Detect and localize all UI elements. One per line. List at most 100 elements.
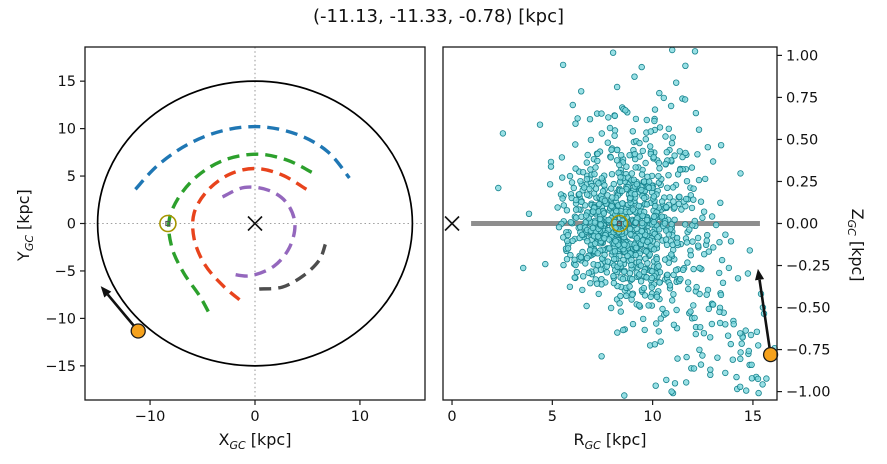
- r-axis-unit: [kpc]: [605, 430, 647, 449]
- scatter-point: [651, 341, 659, 348]
- scatter-point: [678, 206, 685, 213]
- scatter-point: [656, 226, 663, 233]
- scatter-point: [586, 185, 593, 193]
- scatter-point: [650, 153, 657, 161]
- scatter-point: [738, 340, 745, 347]
- scatter-point: [584, 151, 591, 159]
- y-axis-label-xy-panel: YGC [kpc]: [14, 160, 36, 290]
- scatter-point: [643, 201, 651, 208]
- scatter-point: [695, 242, 702, 249]
- x-axis-unit: [kpc]: [250, 430, 292, 449]
- galactic-center-x-marker: [444, 215, 460, 232]
- scatter-point: [606, 245, 613, 252]
- scatter-point: [638, 63, 645, 71]
- scatter-point: [653, 320, 660, 327]
- scatter-point: [554, 204, 561, 211]
- scatter-point: [641, 292, 649, 299]
- scatter-point: [628, 275, 636, 283]
- scatter-point: [657, 315, 664, 322]
- y-axis-label-rz-panel: ZGC [kpc]: [845, 180, 867, 310]
- scatter-point: [671, 380, 679, 387]
- scatter-point: [744, 270, 752, 277]
- scatter-point: [573, 268, 580, 276]
- scatter-point: [692, 109, 700, 117]
- scatter-point: [568, 179, 576, 186]
- scatter-point: [717, 141, 725, 149]
- scatter-point: [705, 248, 712, 255]
- scatter-point: [676, 193, 683, 200]
- tick-label: 10: [58, 122, 76, 138]
- scatter-point: [595, 290, 602, 298]
- scatter-point: [702, 175, 709, 183]
- tick-label: 15: [58, 74, 76, 90]
- scatter-point: [632, 115, 640, 123]
- scatter-point: [572, 214, 580, 221]
- scatter-point: [689, 238, 696, 245]
- scatter-point: [613, 83, 621, 91]
- scatter-point: [657, 338, 664, 345]
- scatter-point: [586, 115, 594, 123]
- scatter-point: [652, 382, 659, 389]
- scatter-point: [559, 174, 566, 181]
- scatter-point: [669, 184, 677, 191]
- scatter-point: [582, 260, 589, 267]
- scatter-point: [734, 275, 742, 282]
- tick-label: 0.25: [786, 174, 818, 190]
- scatter-point: [682, 62, 689, 70]
- scatter-point: [729, 356, 736, 363]
- scatter-point: [640, 315, 647, 323]
- scatter-point: [559, 195, 566, 202]
- scatter-point: [622, 107, 629, 114]
- scatter-point: [666, 282, 674, 289]
- scatter-point: [567, 251, 574, 259]
- scatter-point: [570, 184, 577, 192]
- scatter-point: [611, 112, 619, 120]
- scatter-point: [536, 121, 544, 128]
- scatter-point: [716, 269, 723, 277]
- z-axis-symbol: Z: [848, 208, 868, 220]
- scatter-point: [674, 355, 681, 362]
- scatter-point: [623, 292, 630, 299]
- scatter-point: [495, 184, 502, 192]
- scatter-point: [638, 227, 645, 235]
- scatter-point: [560, 261, 567, 269]
- scatter-point: [572, 120, 579, 127]
- scatter-point: [683, 353, 690, 361]
- scatter-point: [656, 165, 663, 172]
- scatter-point: [670, 321, 678, 328]
- spiral-arm-1: [166, 152, 313, 316]
- scatter-point: [647, 128, 654, 135]
- scatter-point: [594, 150, 601, 158]
- scatter-point: [608, 170, 616, 178]
- scatter-point: [629, 320, 637, 328]
- scatter-point: [647, 143, 654, 150]
- scatter-point: [755, 342, 762, 349]
- scatter-point: [662, 133, 669, 140]
- scatter-point: [601, 235, 608, 242]
- scatter-point: [716, 238, 723, 246]
- scatter-point: [662, 236, 670, 243]
- scatter-point: [611, 127, 619, 134]
- scatter-point: [581, 184, 588, 191]
- scatter-point: [647, 293, 654, 301]
- scatter-point: [673, 79, 680, 86]
- scatter-point: [609, 194, 616, 201]
- scatter-point: [669, 134, 676, 141]
- scatter-point: [656, 279, 663, 286]
- scatter-point: [703, 237, 710, 244]
- rz-axes: 0 5 10 15 1.00 0.75 0.50 0.25 0.00 −0.25 −0.50 −0.7…: [442, 46, 830, 425]
- galactic-center-x-marker: [247, 215, 263, 232]
- scatter-point: [596, 200, 603, 208]
- scatter-point: [664, 271, 671, 278]
- scatter-point: [564, 237, 571, 245]
- scatter-point: [595, 180, 602, 187]
- scatter-point: [606, 124, 614, 132]
- scatter-point: [624, 252, 631, 260]
- scatter-point: [577, 177, 584, 185]
- scatter-point: [607, 304, 615, 312]
- tick-label: 0: [250, 409, 259, 425]
- xy-axes: −10 0 10 15 10 5 0 −5 −10 −15: [45, 46, 426, 425]
- scatter-point: [584, 237, 591, 245]
- probe-marker: [762, 346, 779, 363]
- scatter-point: [694, 234, 702, 242]
